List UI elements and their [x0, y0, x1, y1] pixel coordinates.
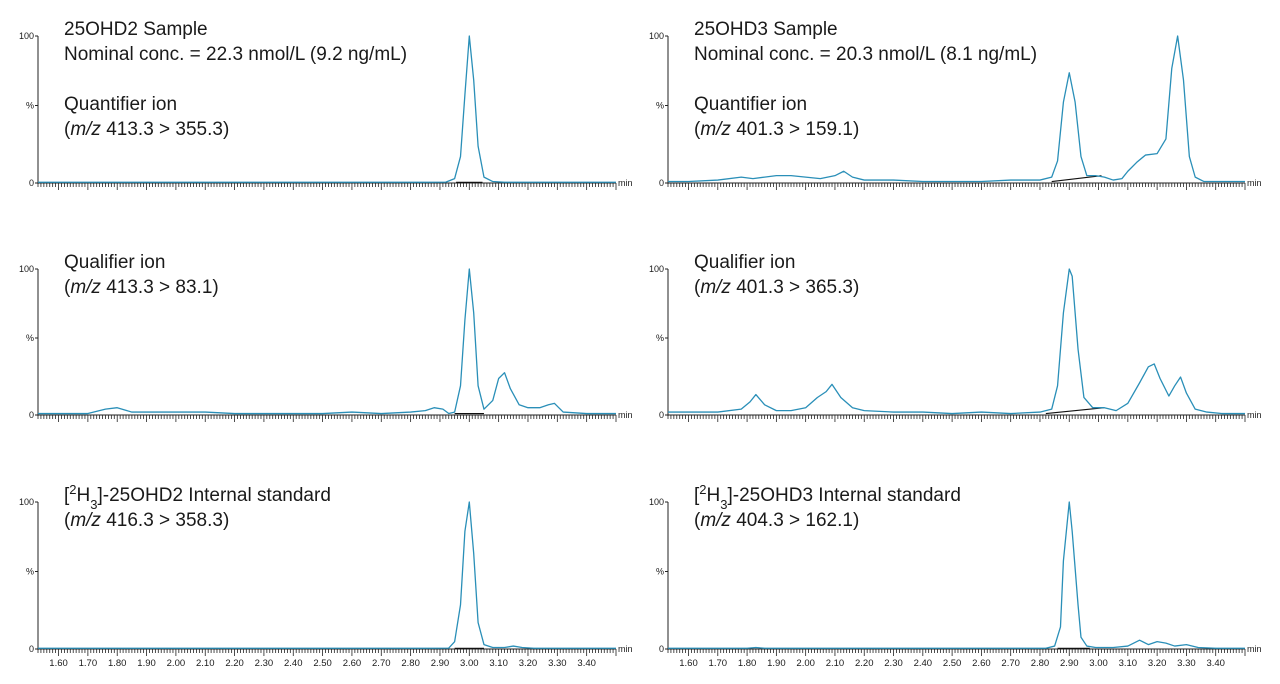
x-tick-label: 3.20: [519, 658, 538, 669]
y-tick-label-percent: %: [26, 567, 34, 577]
annotation-line: (m/z 404.3 > 162.1): [694, 510, 859, 531]
x-tick-label: 3.30: [1177, 658, 1196, 669]
chromatogram-trace: [668, 268, 1245, 415]
y-tick-label-100: 100: [19, 497, 34, 507]
annotation-line: (m/z 413.3 > 83.1): [64, 277, 219, 298]
y-tick-label-100: 100: [19, 31, 34, 41]
y-tick-label-100: 100: [649, 31, 664, 41]
annotation-line: (m/z 413.3 > 355.3): [64, 119, 229, 140]
chromatogram-panel: 100% 0 1.60 1.70 1.80 1.90 2.00 2.10 2.20 2.30 2.4…: [649, 482, 1262, 670]
x-minor-ticks: [667, 415, 1246, 422]
y-tick-label-percent: %: [26, 333, 34, 343]
x-tick-label: 1.60: [679, 658, 698, 669]
x-unit-label: min: [1247, 644, 1262, 654]
x-tick-label: 2.10: [196, 658, 215, 669]
x-tick-label: 2.50: [313, 658, 332, 669]
x-unit-label: min: [1247, 410, 1262, 420]
chromatogram-trace: [668, 501, 1245, 649]
annotation-line: (m/z 401.3 > 365.3): [694, 277, 859, 298]
annotation-line: Quantifier ion: [64, 94, 177, 115]
x-minor-ticks: [37, 649, 617, 656]
annotation-line: (m/z 416.3 > 358.3): [64, 510, 229, 531]
x-tick-label: 2.60: [972, 658, 991, 669]
y-tick-label-0: 0: [659, 410, 664, 420]
y-tick-label-percent: %: [26, 101, 34, 111]
y-tick-label-0: 0: [29, 178, 34, 188]
x-minor-ticks: [37, 415, 617, 422]
x-tick-label: 2.20: [225, 658, 244, 669]
x-unit-label: min: [618, 644, 633, 654]
x-unit-label: min: [618, 410, 633, 420]
x-tick-label: 2.90: [431, 658, 450, 669]
chromatogram-panel: 100% 0 min 25OHD2 Sample Nominal conc. = 22.…: [19, 19, 633, 190]
x-tick-label: 2.20: [855, 658, 874, 669]
x-tick-label: 1.70: [709, 658, 728, 669]
annotation-line: [2H3]-25OHD3 Internal standard: [694, 482, 961, 512]
x-tick-label: 1.90: [767, 658, 786, 669]
x-minor-ticks: [667, 649, 1246, 656]
x-minor-ticks: [37, 183, 617, 190]
annotation-line: Nominal conc. = 22.3 nmol/L (9.2 ng/mL): [64, 44, 407, 65]
x-tick-label: 2.00: [796, 658, 815, 669]
annotation-line: Quantifier ion: [694, 94, 807, 115]
x-tick-label: 2.40: [284, 658, 303, 669]
y-tick-label-100: 100: [649, 497, 664, 507]
chromatogram-panel: 100% 0 1.60 1.70 1.80 1.90 2.00 2.10 2.20 2.30 2.4…: [19, 482, 633, 670]
x-tick-label: 1.70: [79, 658, 98, 669]
x-tick-label: 2.30: [884, 658, 903, 669]
annotation-line: Qualifier ion: [694, 252, 795, 273]
x-tick-label: 3.40: [1206, 658, 1225, 669]
x-tick-label: 2.90: [1060, 658, 1079, 669]
y-tick-label-100: 100: [649, 264, 664, 274]
chromatogram-panel: 100% 0 min Qualifier ion (m/z 401.3 > 365.3): [649, 252, 1262, 422]
integration-baseline: [1045, 407, 1105, 415]
x-tick-label: 2.50: [943, 658, 962, 669]
x-tick-label: 3.40: [577, 658, 596, 669]
x-tick-label: 2.80: [401, 658, 420, 669]
y-tick-label-0: 0: [659, 644, 664, 654]
x-tick-label: 3.20: [1148, 658, 1167, 669]
y-tick-label-percent: %: [656, 101, 664, 111]
annotation-line: Nominal conc. = 20.3 nmol/L (8.1 ng/mL): [694, 44, 1037, 65]
y-tick-label-0: 0: [29, 644, 34, 654]
x-tick-label: 3.00: [460, 658, 479, 669]
chromatogram-panel: 100% 0 min 25OHD3 Sample Nominal conc. = 20.…: [649, 19, 1262, 190]
chromatogram-trace: [38, 35, 616, 183]
x-tick-label: 2.60: [343, 658, 362, 669]
x-tick-label: 3.30: [548, 658, 567, 669]
x-tick-label: 2.30: [255, 658, 274, 669]
annotation-line: (m/z 401.3 > 159.1): [694, 119, 859, 140]
chromatogram-trace: [668, 35, 1245, 183]
x-tick-label: 2.80: [1031, 658, 1050, 669]
x-tick-label: 2.40: [914, 658, 933, 669]
x-minor-ticks: [667, 183, 1246, 190]
y-tick-label-100: 100: [19, 264, 34, 274]
chromatogram-trace: [38, 268, 616, 415]
x-tick-label: 1.60: [49, 658, 68, 669]
x-tick-label: 2.10: [826, 658, 845, 669]
y-tick-label-percent: %: [656, 567, 664, 577]
x-unit-label: min: [618, 178, 633, 188]
y-tick-label-percent: %: [656, 333, 664, 343]
x-unit-label: min: [1247, 178, 1262, 188]
x-tick-label: 1.80: [738, 658, 757, 669]
x-tick-label: 2.70: [1001, 658, 1020, 669]
x-tick-label: 3.10: [1119, 658, 1138, 669]
y-tick-label-0: 0: [29, 410, 34, 420]
x-tick-label: 3.10: [489, 658, 508, 669]
integration-baseline: [1051, 175, 1102, 183]
x-tick-label: 2.70: [372, 658, 391, 669]
chromatogram-trace: [38, 501, 616, 649]
annotation-line: [2H3]-25OHD2 Internal standard: [64, 482, 331, 512]
x-tick-label: 1.80: [108, 658, 127, 669]
x-tick-label: 2.00: [167, 658, 186, 669]
annotation-line: 25OHD2 Sample: [64, 19, 208, 40]
x-tick-label: 1.90: [137, 658, 156, 669]
x-tick-label: 3.00: [1089, 658, 1108, 669]
annotation-line: 25OHD3 Sample: [694, 19, 838, 40]
y-tick-label-0: 0: [659, 178, 664, 188]
chromatogram-panel: 100% 0 min Qualifier ion (m/z 413.3 > 83.1): [19, 252, 633, 422]
annotation-line: Qualifier ion: [64, 252, 165, 273]
